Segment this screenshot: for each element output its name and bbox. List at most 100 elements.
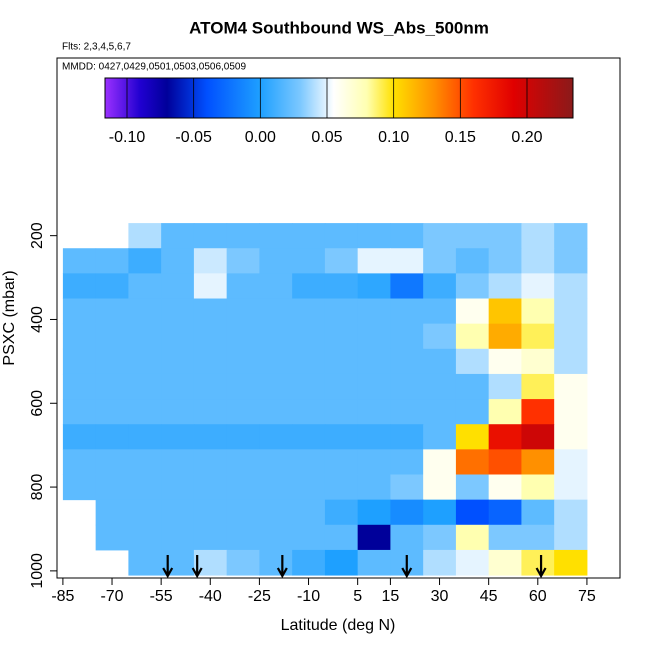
- heat-cell: [488, 549, 522, 576]
- heat-cell: [292, 499, 326, 526]
- colorbar-tick-label: 0.15: [445, 129, 476, 146]
- heat-cell: [292, 399, 326, 425]
- heat-cell: [357, 373, 391, 400]
- heat-cell: [390, 273, 424, 300]
- heat-cell: [455, 223, 490, 249]
- heat-cell: [455, 399, 490, 425]
- heat-cell: [259, 223, 293, 249]
- heat-cell: [324, 424, 359, 450]
- heat-cell: [488, 298, 522, 325]
- colorbar-tick-label: 0.10: [378, 129, 409, 146]
- heat-cell: [488, 248, 522, 274]
- x-tick-label: -85: [51, 588, 74, 605]
- heat-cell: [292, 273, 326, 300]
- heat-cell: [521, 474, 555, 501]
- heat-cell: [226, 298, 260, 325]
- heat-cell: [357, 348, 391, 375]
- heat-cell: [455, 373, 490, 400]
- heat-cell: [292, 248, 326, 274]
- heat-cell: [455, 524, 490, 551]
- heat-cell: [521, 323, 555, 350]
- flight-marker: [401, 555, 413, 579]
- heat-cell: [95, 323, 129, 350]
- heat-cell: [226, 399, 260, 425]
- heat-cell: [521, 399, 555, 425]
- heat-cell: [554, 223, 588, 249]
- heat-cell: [423, 549, 457, 576]
- heat-cell: [423, 248, 457, 274]
- heat-cell: [128, 499, 162, 526]
- heat-cell: [455, 449, 490, 476]
- heat-cell: [259, 449, 293, 476]
- heat-cell: [259, 399, 293, 425]
- heat-cell: [292, 298, 326, 325]
- heat-cell: [554, 424, 588, 450]
- heat-cell: [226, 424, 260, 450]
- flight-marker: [276, 555, 288, 579]
- x-tick-label: -10: [297, 588, 320, 605]
- heat-cell: [357, 223, 391, 249]
- heat-cell: [161, 348, 195, 375]
- heat-cell: [259, 424, 293, 450]
- heat-cell: [226, 373, 260, 400]
- heat-cell: [423, 524, 457, 551]
- x-tick-label: 30: [431, 588, 449, 605]
- heat-cell: [292, 474, 326, 501]
- heat-cell: [95, 524, 129, 551]
- heat-cell: [161, 499, 195, 526]
- heat-cell: [521, 223, 555, 249]
- heat-cell: [95, 248, 129, 274]
- heat-cell: [193, 323, 228, 350]
- heat-cell: [226, 223, 260, 249]
- colorbar-tick-label: 0.00: [245, 129, 276, 146]
- heat-cell: [161, 449, 195, 476]
- heat-cell: [128, 223, 162, 249]
- heat-cell: [554, 273, 588, 300]
- heat-cell: [521, 524, 555, 551]
- heat-cell: [357, 298, 391, 325]
- heat-cell: [292, 524, 326, 551]
- heat-cell: [521, 449, 555, 476]
- heat-cell: [62, 323, 97, 350]
- heat-cell: [390, 524, 424, 551]
- x-tick-label: -25: [248, 588, 271, 605]
- heat-cell: [128, 248, 162, 274]
- heat-cell: [554, 474, 588, 501]
- heat-cell: [521, 298, 555, 325]
- heat-cell: [128, 298, 162, 325]
- heat-cell: [161, 424, 195, 450]
- x-tick-label: -70: [100, 588, 123, 605]
- heat-cell: [488, 273, 522, 300]
- heat-cell: [324, 373, 359, 400]
- heat-cell: [455, 549, 490, 576]
- heat-cell: [259, 373, 293, 400]
- heat-cell: [554, 298, 588, 325]
- heat-cell: [488, 449, 522, 476]
- heat-cell: [423, 273, 457, 300]
- heat-cell: [193, 524, 228, 551]
- x-tick-label: 75: [578, 588, 596, 605]
- heat-cell: [95, 449, 129, 476]
- annotation: MMDD: 0427,0429,0501,0503,0506,0509: [62, 62, 246, 73]
- heat-cell: [259, 298, 293, 325]
- heat-cell: [292, 223, 326, 249]
- heat-cell: [554, 549, 588, 576]
- heat-cell: [521, 424, 555, 450]
- heat-cell: [128, 424, 162, 450]
- heat-cell: [226, 248, 260, 274]
- heat-cell: [488, 499, 522, 526]
- heat-cell: [193, 223, 228, 249]
- heat-cell: [193, 449, 228, 476]
- heat-cell: [488, 474, 522, 501]
- heat-cell: [259, 524, 293, 551]
- heat-cell: [423, 348, 457, 375]
- heat-cell: [423, 323, 457, 350]
- heat-cell: [455, 273, 490, 300]
- heat-cell: [390, 348, 424, 375]
- heat-cell: [193, 499, 228, 526]
- heat-cell: [357, 499, 391, 526]
- heat-cell: [226, 499, 260, 526]
- heat-cell: [62, 248, 97, 274]
- heat-cell: [226, 273, 260, 300]
- heat-cell: [390, 399, 424, 425]
